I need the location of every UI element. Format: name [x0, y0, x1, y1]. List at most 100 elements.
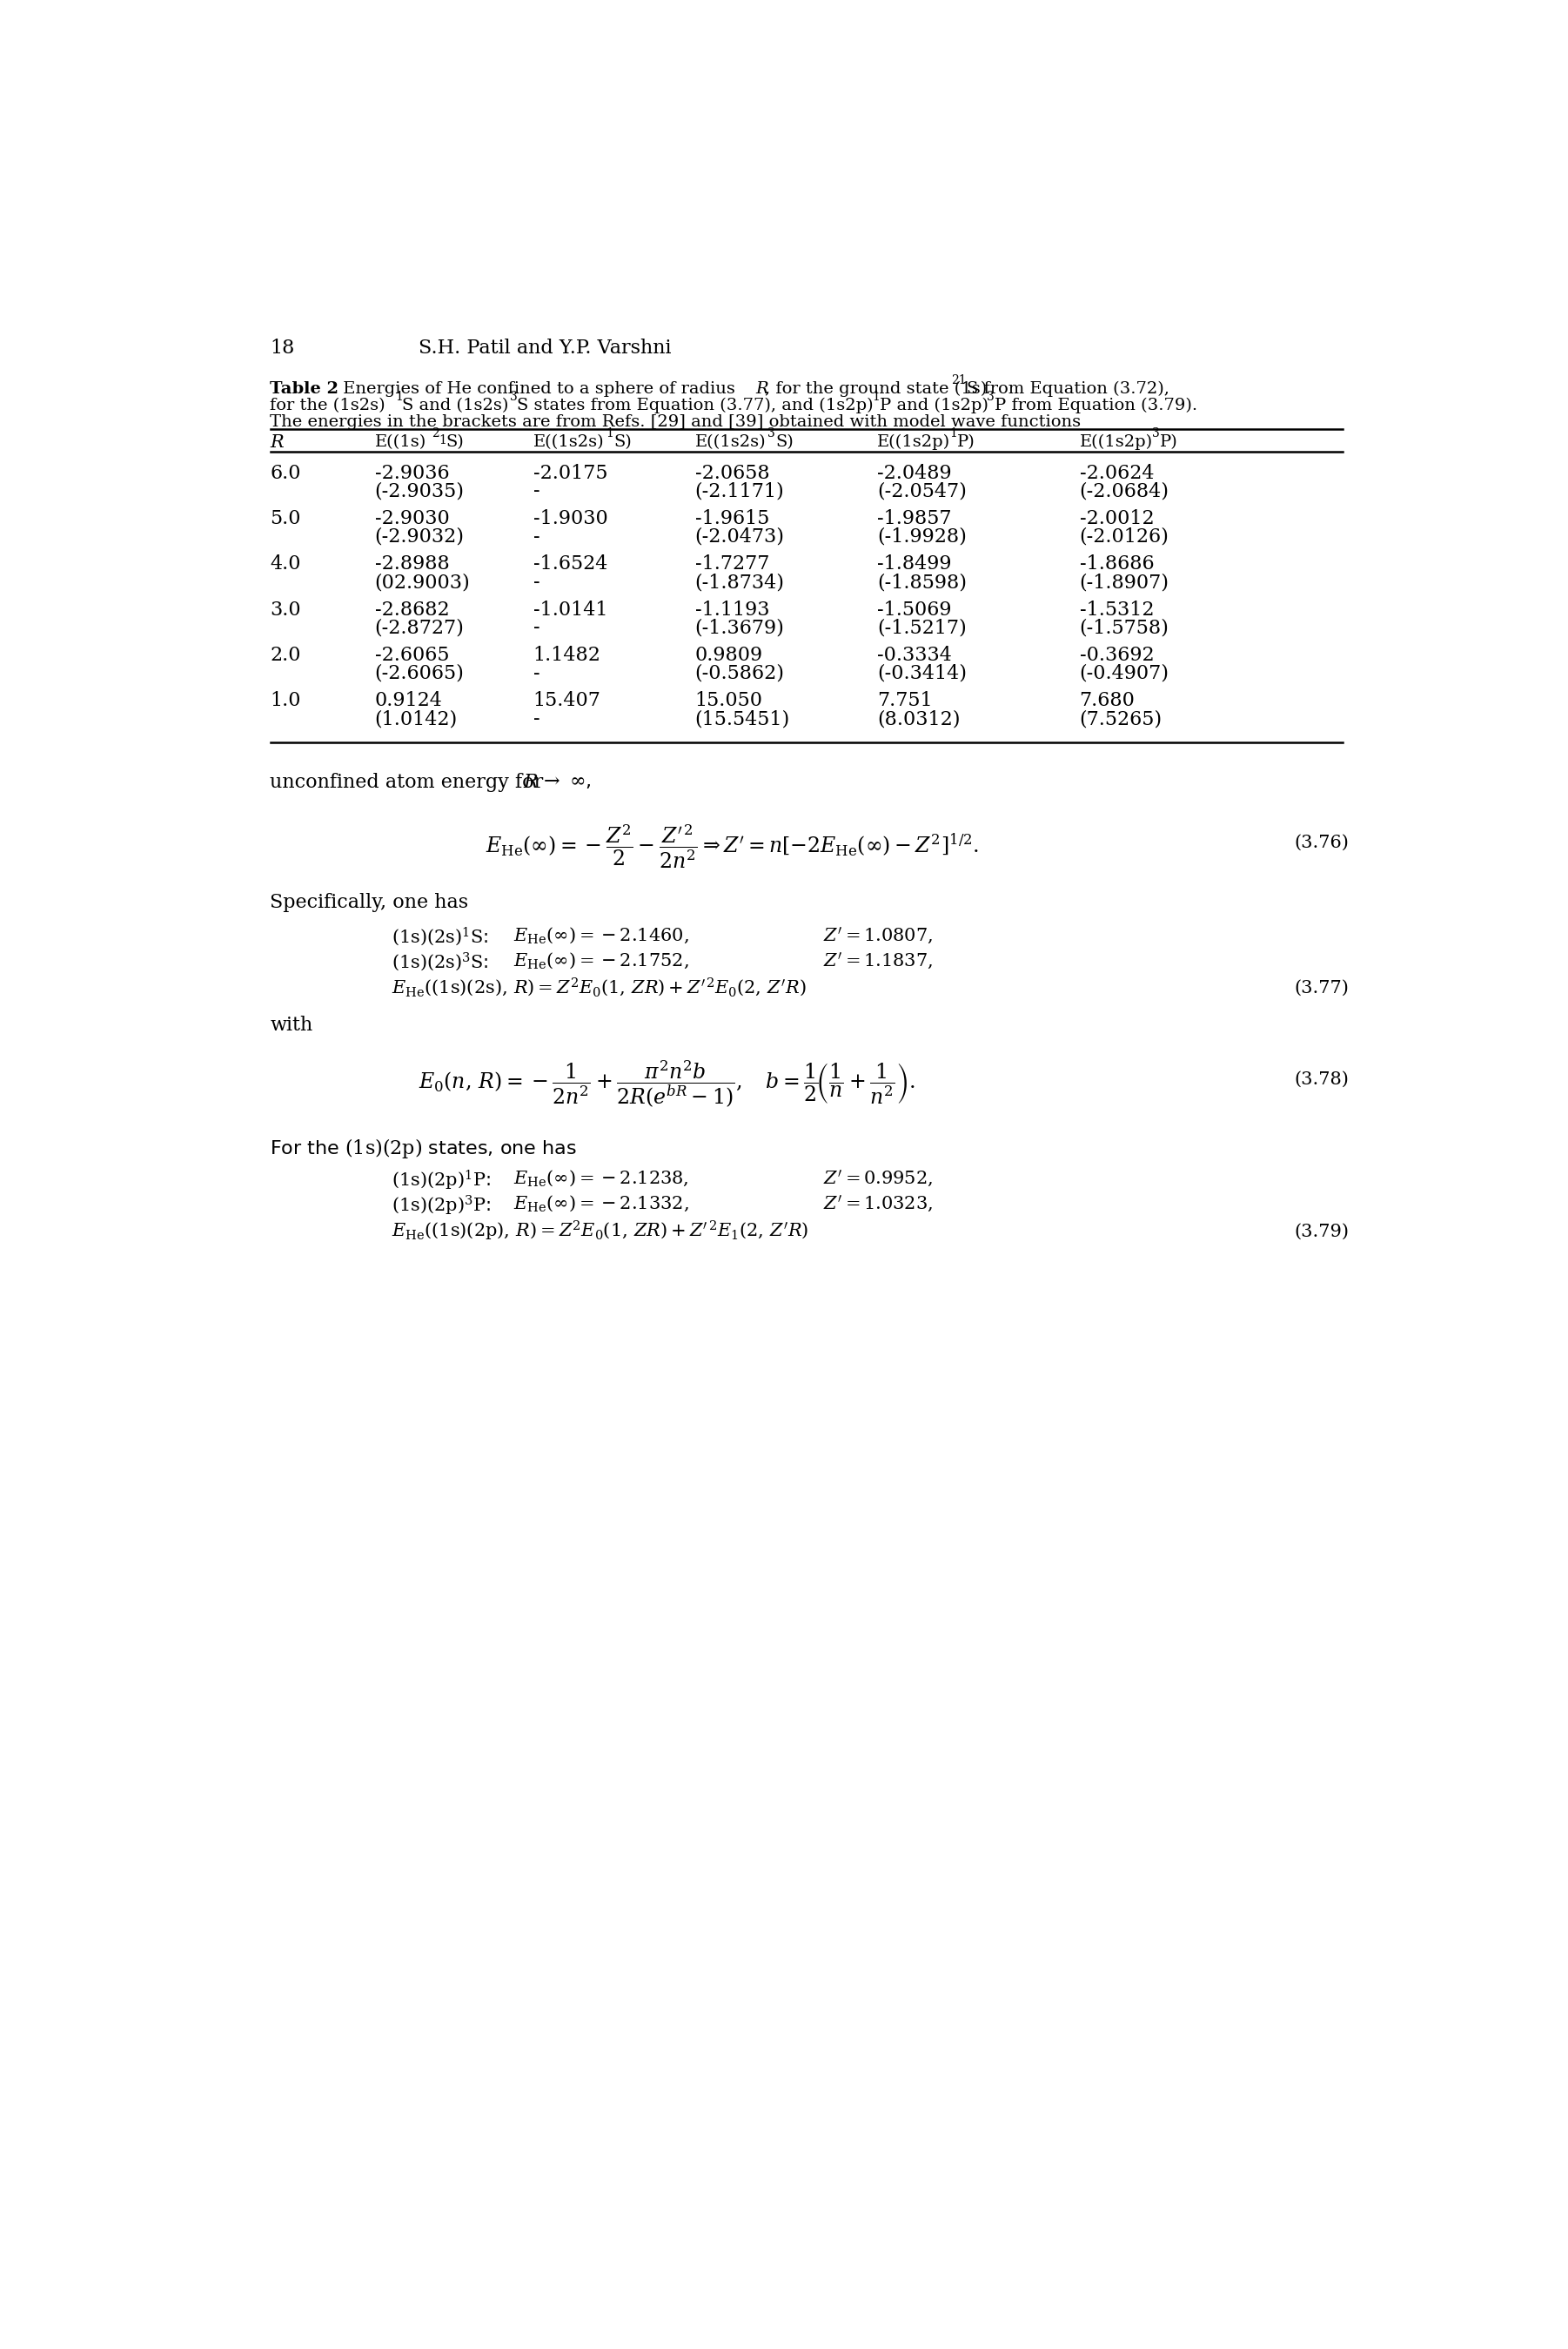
- Text: 3.0: 3.0: [270, 601, 301, 620]
- Text: -1.6524: -1.6524: [533, 554, 607, 573]
- Text: S.H. Patil and Y.P. Varshni: S.H. Patil and Y.P. Varshni: [419, 338, 671, 357]
- Text: for the (1s2s): for the (1s2s): [270, 397, 386, 413]
- Text: $(1\mathrm{s})(2\mathrm{s})^1\mathrm{S}$:: $(1\mathrm{s})(2\mathrm{s})^1\mathrm{S}$…: [392, 926, 489, 947]
- Text: Specifically, one has: Specifically, one has: [270, 893, 469, 911]
- Text: -2.6065: -2.6065: [375, 646, 448, 665]
- Text: (-1.5217): (-1.5217): [877, 618, 966, 637]
- Text: E((1s2p): E((1s2p): [1079, 435, 1152, 451]
- Text: (7.5265): (7.5265): [1079, 709, 1162, 728]
- Text: 1.0: 1.0: [270, 691, 301, 709]
- Text: -1.1193: -1.1193: [695, 601, 770, 620]
- Text: -1.9857: -1.9857: [877, 510, 952, 529]
- Text: R: R: [756, 381, 768, 397]
- Text: E((1s): E((1s): [375, 435, 426, 449]
- Text: -2.0624: -2.0624: [1079, 463, 1154, 482]
- Text: 2.0: 2.0: [270, 646, 301, 665]
- Text: (3.76): (3.76): [1295, 834, 1348, 850]
- Text: 3: 3: [510, 392, 517, 404]
- Text: 2: 2: [431, 428, 439, 439]
- Text: E((1s2p): E((1s2p): [877, 435, 950, 451]
- Text: For the $(1\mathrm{s})(2\mathrm{p})$ states, one has: For the $(1\mathrm{s})(2\mathrm{p})$ sta…: [270, 1137, 577, 1160]
- Text: (-0.5862): (-0.5862): [695, 665, 784, 684]
- Text: -1.9615: -1.9615: [695, 510, 770, 529]
- Text: , for the ground state (1s): , for the ground state (1s): [765, 381, 986, 397]
- Text: -: -: [533, 709, 539, 728]
- Text: 1: 1: [439, 435, 447, 446]
- Text: (-1.3679): (-1.3679): [695, 618, 784, 637]
- Text: $E_{\mathrm{He}}(\infty) = -2.1460,$: $E_{\mathrm{He}}(\infty) = -2.1460,$: [513, 926, 688, 944]
- Text: $Z^{\prime} = 1.1837,$: $Z^{\prime} = 1.1837,$: [823, 951, 933, 970]
- Text: 1: 1: [395, 392, 403, 404]
- Text: (-1.8907): (-1.8907): [1079, 573, 1170, 592]
- Text: 7.680: 7.680: [1079, 691, 1135, 709]
- Text: -2.0658: -2.0658: [695, 463, 770, 482]
- Text: P): P): [1160, 435, 1178, 449]
- Text: P and (1s2p): P and (1s2p): [880, 397, 988, 413]
- Text: -: -: [533, 618, 539, 637]
- Text: -2.8988: -2.8988: [375, 554, 450, 573]
- Text: 7.751: 7.751: [877, 691, 933, 709]
- Text: $E_{\mathrm{He}}(\infty) = -\dfrac{Z^2}{2} - \dfrac{Z^{\prime\,2}}{2n^2}\Rightar: $E_{\mathrm{He}}(\infty) = -\dfrac{Z^2}{…: [486, 822, 980, 871]
- Text: (02.9003): (02.9003): [375, 573, 470, 592]
- Text: 3: 3: [1152, 428, 1160, 439]
- Text: (-2.1171): (-2.1171): [695, 482, 784, 500]
- Text: 1.1482: 1.1482: [533, 646, 601, 665]
- Text: (-1.8598): (-1.8598): [877, 573, 967, 592]
- Text: S and (1s2s): S and (1s2s): [403, 397, 510, 413]
- Text: S states from Equation (3.77), and (1s2p): S states from Equation (3.77), and (1s2p…: [517, 397, 873, 413]
- Text: S): S): [447, 435, 464, 449]
- Text: -: -: [533, 482, 539, 500]
- Text: (-2.9032): (-2.9032): [375, 526, 464, 547]
- Text: $E_{\mathrm{He}}((1\mathrm{s})(2\mathrm{s}),\,R) = Z^2 E_0(1,\,ZR) + Z^{\prime\,: $E_{\mathrm{He}}((1\mathrm{s})(2\mathrm{…: [392, 977, 806, 998]
- Text: 5.0: 5.0: [270, 510, 301, 529]
- Text: E((1s2s): E((1s2s): [695, 435, 767, 449]
- Text: (-1.8734): (-1.8734): [695, 573, 784, 592]
- Text: $E_{\mathrm{He}}((1\mathrm{s})(2\mathrm{p}),\,R) = Z^2 E_0(1,\,ZR) + Z^{\prime\,: $E_{\mathrm{He}}((1\mathrm{s})(2\mathrm{…: [392, 1219, 809, 1243]
- Text: -2.0489: -2.0489: [877, 463, 952, 482]
- Text: (3.79): (3.79): [1294, 1224, 1348, 1240]
- Text: (-1.5758): (-1.5758): [1079, 618, 1168, 637]
- Text: -0.3334: -0.3334: [877, 646, 952, 665]
- Text: $(1\mathrm{s})(2\mathrm{s})^3\mathrm{S}$:: $(1\mathrm{s})(2\mathrm{s})^3\mathrm{S}$…: [392, 951, 489, 972]
- Text: 1: 1: [872, 392, 880, 404]
- Text: $E_{\mathrm{He}}(\infty) = -2.1238,$: $E_{\mathrm{He}}(\infty) = -2.1238,$: [513, 1167, 688, 1189]
- Text: $\rightarrow$ $\infty$,: $\rightarrow$ $\infty$,: [533, 773, 591, 789]
- Text: -1.0141: -1.0141: [533, 601, 607, 620]
- Text: The energies in the brackets are from Refs. [29] and [39] obtained with model wa: The energies in the brackets are from Re…: [270, 413, 1082, 430]
- Text: 3: 3: [768, 428, 776, 439]
- Text: S): S): [613, 435, 632, 449]
- Text: -2.9036: -2.9036: [375, 463, 448, 482]
- Text: (-1.9928): (-1.9928): [877, 526, 966, 547]
- Text: $E_0(n,\,R) = -\dfrac{1}{2n^2} + \dfrac{\pi^2 n^2 b}{2R(e^{bR}-1)},\quad b = \df: $E_0(n,\,R) = -\dfrac{1}{2n^2} + \dfrac{…: [419, 1059, 916, 1111]
- Text: 3: 3: [986, 392, 994, 404]
- Text: -1.9030: -1.9030: [533, 510, 608, 529]
- Text: 1: 1: [950, 428, 958, 439]
- Text: S from Equation (3.72),: S from Equation (3.72),: [967, 381, 1170, 397]
- Text: -1.8686: -1.8686: [1079, 554, 1154, 573]
- Text: -0.3692: -0.3692: [1079, 646, 1154, 665]
- Text: 15.407: 15.407: [533, 691, 601, 709]
- Text: 21: 21: [952, 373, 966, 388]
- Text: $E_{\mathrm{He}}(\infty) = -2.1752,$: $E_{\mathrm{He}}(\infty) = -2.1752,$: [513, 951, 688, 970]
- Text: with: with: [270, 1015, 314, 1036]
- Text: -: -: [533, 573, 539, 592]
- Text: (15.5451): (15.5451): [695, 709, 790, 728]
- Text: -2.0175: -2.0175: [533, 463, 607, 482]
- Text: 18: 18: [270, 338, 295, 357]
- Text: R: R: [270, 435, 284, 451]
- Text: Energies of He confined to a sphere of radius: Energies of He confined to a sphere of r…: [337, 381, 740, 397]
- Text: $(1\mathrm{s})(2\mathrm{p})^1\mathrm{P}$:: $(1\mathrm{s})(2\mathrm{p})^1\mathrm{P}$…: [392, 1167, 491, 1193]
- Text: (-2.0126): (-2.0126): [1079, 526, 1168, 547]
- Text: (8.0312): (8.0312): [877, 709, 960, 728]
- Text: (-2.8727): (-2.8727): [375, 618, 464, 637]
- Text: 15.050: 15.050: [695, 691, 764, 709]
- Text: 6.0: 6.0: [270, 463, 301, 482]
- Text: (-2.0473): (-2.0473): [695, 526, 784, 547]
- Text: (-0.4907): (-0.4907): [1079, 665, 1170, 684]
- Text: -1.7277: -1.7277: [695, 554, 770, 573]
- Text: -2.8682: -2.8682: [375, 601, 448, 620]
- Text: (3.77): (3.77): [1295, 980, 1348, 996]
- Text: $E_{\mathrm{He}}(\infty) = -2.1332,$: $E_{\mathrm{He}}(\infty) = -2.1332,$: [513, 1193, 688, 1214]
- Text: $Z^{\prime} = 1.0807,$: $Z^{\prime} = 1.0807,$: [823, 926, 933, 947]
- Text: -1.5312: -1.5312: [1079, 601, 1154, 620]
